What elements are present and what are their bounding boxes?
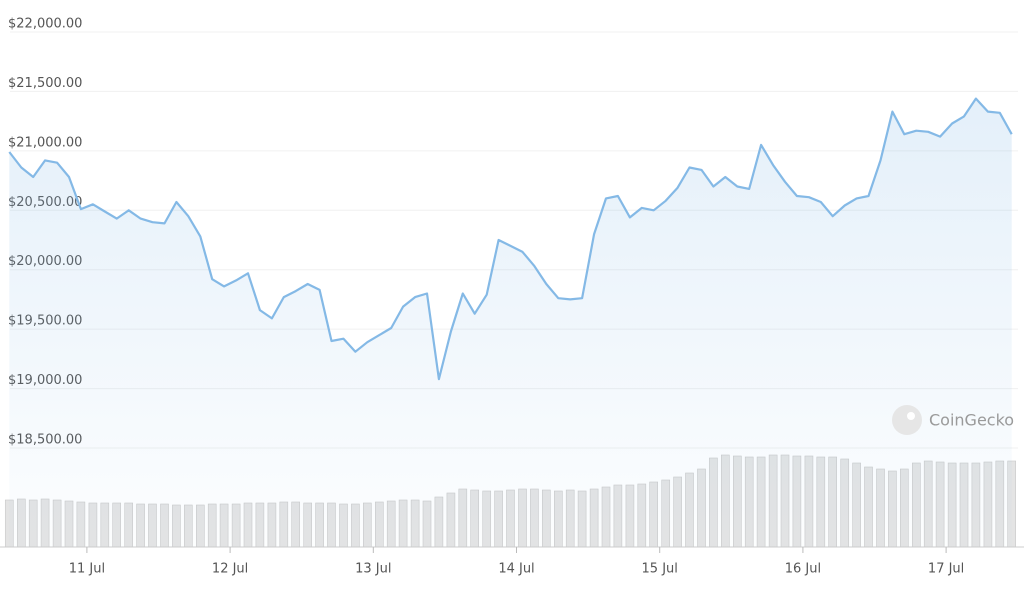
watermark-text: CoinGecko (929, 411, 1014, 430)
x-tick-label: 11 Jul (69, 562, 105, 577)
x-tick-label: 15 Jul (642, 562, 678, 577)
watermark-logo (892, 405, 922, 435)
price-line (8, 97, 1013, 381)
y-tick-label: $21,500.00 (8, 76, 82, 91)
x-tick-label: 13 Jul (355, 562, 391, 577)
price-area (9, 98, 1012, 547)
x-tick-label: 14 Jul (498, 562, 534, 577)
x-tick-label: 12 Jul (212, 562, 248, 577)
watermark: CoinGecko (892, 405, 1014, 435)
watermark-logo-eye (907, 412, 915, 420)
y-tick-label: $21,000.00 (8, 135, 82, 150)
y-tick-label: $22,000.00 (8, 17, 82, 32)
x-tick-label: 16 Jul (785, 562, 821, 577)
x-tick-label: 17 Jul (928, 562, 964, 577)
